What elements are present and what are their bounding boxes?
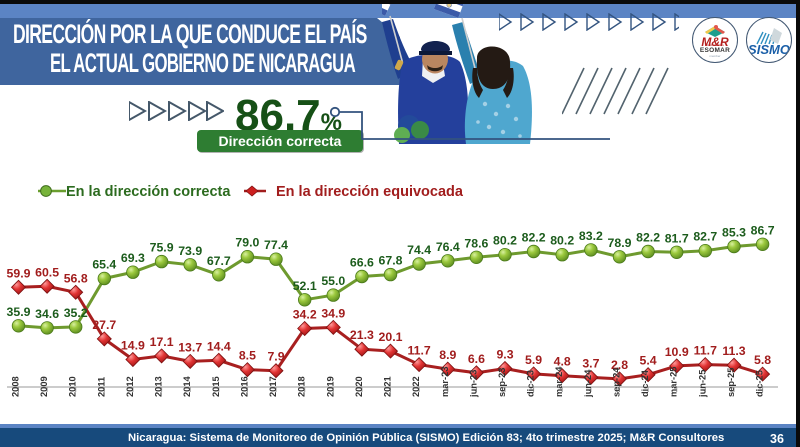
svg-text:dic-24: dic-24	[640, 369, 650, 397]
svg-text:79.0: 79.0	[235, 236, 259, 250]
svg-text:2019: 2019	[325, 376, 335, 397]
svg-text:3.7: 3.7	[582, 356, 599, 370]
svg-text:80.2: 80.2	[550, 234, 574, 248]
svg-text:5.9: 5.9	[525, 353, 542, 367]
svg-text:2014: 2014	[182, 375, 192, 397]
svg-text:59.9: 59.9	[7, 266, 31, 280]
svg-text:sep-25: sep-25	[726, 368, 736, 397]
svg-text:dic-23: dic-23	[526, 370, 536, 397]
svg-text:77.4: 77.4	[264, 238, 288, 252]
svg-text:67.7: 67.7	[207, 254, 231, 268]
svg-text:11.7: 11.7	[694, 344, 717, 358]
svg-text:8.9: 8.9	[439, 348, 456, 362]
svg-text:82.2: 82.2	[636, 231, 660, 245]
svg-text:jun-25: jun-25	[697, 370, 707, 398]
svg-text:52.1: 52.1	[293, 279, 317, 293]
svg-text:66.6: 66.6	[350, 256, 374, 270]
svg-text:13.7: 13.7	[178, 340, 202, 354]
svg-text:14.9: 14.9	[121, 339, 145, 353]
svg-text:27.7: 27.7	[92, 318, 116, 332]
svg-text:jun-24: jun-24	[583, 369, 593, 398]
svg-text:2013: 2013	[154, 376, 164, 397]
svg-text:34.6: 34.6	[35, 307, 59, 321]
svg-text:2022: 2022	[411, 376, 421, 397]
svg-text:2015: 2015	[211, 376, 221, 397]
svg-text:17.1: 17.1	[150, 335, 174, 349]
svg-text:82.2: 82.2	[522, 231, 546, 245]
svg-text:60.5: 60.5	[35, 265, 59, 279]
svg-text:81.7: 81.7	[665, 231, 689, 245]
svg-text:82.7: 82.7	[693, 230, 717, 244]
svg-text:76.4: 76.4	[436, 240, 460, 254]
svg-text:10.9: 10.9	[665, 345, 689, 359]
svg-text:34.2: 34.2	[293, 308, 317, 322]
svg-text:7.9: 7.9	[267, 350, 284, 364]
svg-text:14.4: 14.4	[207, 339, 231, 353]
svg-text:dic-25: dic-25	[755, 370, 765, 397]
svg-text:65.4: 65.4	[92, 258, 116, 272]
svg-text:6.6: 6.6	[468, 352, 485, 366]
svg-text:9.3: 9.3	[496, 348, 513, 362]
svg-text:67.8: 67.8	[379, 254, 403, 268]
svg-text:74.4: 74.4	[407, 243, 431, 257]
svg-text:2018: 2018	[297, 376, 307, 397]
svg-text:5.4: 5.4	[640, 354, 657, 368]
svg-text:83.2: 83.2	[579, 229, 603, 243]
svg-text:2011: 2011	[96, 377, 106, 397]
svg-text:2010: 2010	[68, 376, 78, 397]
svg-text:8.5: 8.5	[239, 349, 256, 363]
svg-text:mar-25: mar-25	[669, 367, 679, 398]
svg-text:sep-23: sep-23	[497, 368, 507, 397]
svg-text:mar-23: mar-23	[440, 367, 450, 398]
svg-text:sep-24: sep-24	[612, 367, 622, 397]
svg-text:56.8: 56.8	[64, 271, 88, 285]
svg-text:21.3: 21.3	[350, 328, 374, 342]
svg-text:20.1: 20.1	[379, 330, 403, 344]
svg-text:78.6: 78.6	[464, 236, 488, 250]
svg-text:78.9: 78.9	[608, 236, 632, 250]
svg-text:35.9: 35.9	[7, 305, 31, 319]
svg-text:2008: 2008	[11, 376, 21, 397]
svg-text:55.0: 55.0	[321, 274, 345, 288]
svg-text:73.9: 73.9	[178, 244, 202, 258]
svg-text:2021: 2021	[383, 376, 393, 397]
svg-text:5.8: 5.8	[754, 353, 771, 367]
svg-text:11.7: 11.7	[407, 344, 430, 358]
svg-text:35.2: 35.2	[64, 306, 88, 320]
svg-text:11.3: 11.3	[722, 344, 745, 358]
svg-text:jun-23: jun-23	[468, 370, 478, 398]
svg-text:2012: 2012	[125, 376, 135, 397]
svg-text:2016: 2016	[239, 376, 249, 397]
svg-text:80.2: 80.2	[493, 234, 517, 248]
svg-text:86.7: 86.7	[751, 223, 775, 237]
svg-text:34.9: 34.9	[321, 306, 345, 320]
svg-text:75.9: 75.9	[150, 241, 174, 255]
svg-text:69.3: 69.3	[121, 251, 145, 265]
svg-text:mar-24: mar-24	[554, 366, 564, 397]
svg-text:2020: 2020	[354, 376, 364, 397]
svg-text:85.3: 85.3	[722, 226, 746, 240]
svg-text:2009: 2009	[39, 376, 49, 397]
svg-text:2017: 2017	[268, 376, 278, 397]
